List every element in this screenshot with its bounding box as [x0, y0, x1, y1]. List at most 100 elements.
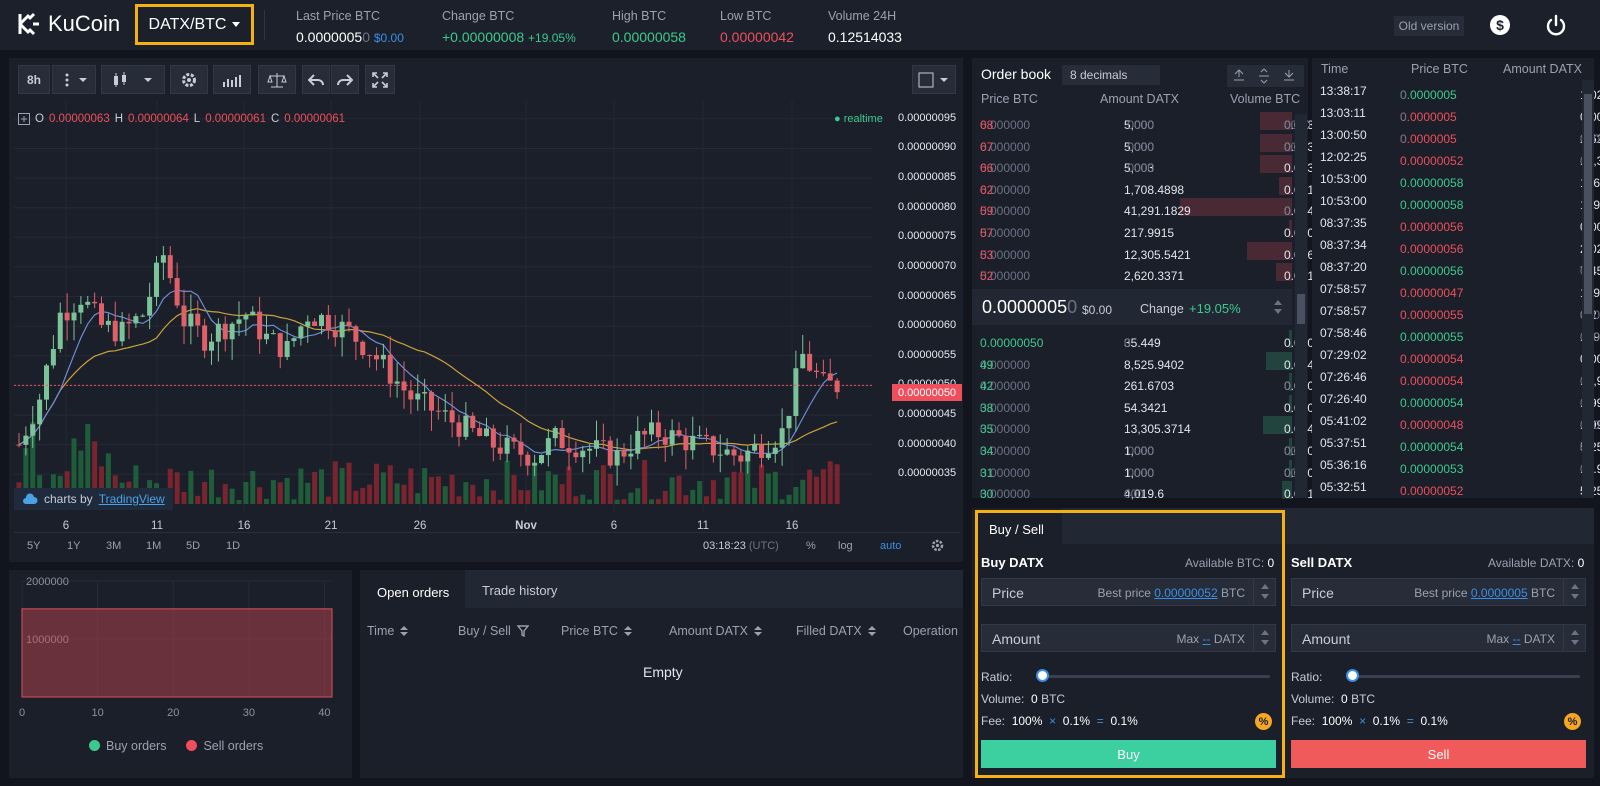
bids-only-icon[interactable] — [1277, 65, 1302, 87]
tradingview-link[interactable]: TradingView — [98, 492, 165, 506]
range-1d[interactable]: 1D — [226, 540, 241, 552]
plus-box-icon[interactable] — [18, 113, 30, 125]
indicators-button[interactable] — [213, 65, 251, 94]
depth-bar — [1247, 241, 1292, 260]
volume-bar — [99, 466, 104, 504]
buy-max-link[interactable]: -- — [1202, 632, 1211, 646]
candle-body — [401, 381, 407, 391]
orderbook-scrollbar[interactable] — [1295, 114, 1307, 498]
col-amount[interactable]: Amount DATX — [669, 624, 762, 638]
settings-button[interactable] — [170, 65, 208, 94]
log-toggle[interactable]: log — [838, 540, 853, 552]
col-filled[interactable]: Filled DATX — [796, 624, 876, 638]
chart-type-button[interactable] — [101, 65, 165, 94]
stepper-icon[interactable] — [1563, 579, 1585, 605]
sell-ratio-knob[interactable] — [1346, 669, 1359, 682]
col-price[interactable]: Price BTC — [561, 624, 632, 638]
sell-price-field[interactable]: Price Best price 0.0000005 BTC — [1291, 578, 1586, 606]
candle-body — [229, 323, 235, 340]
buy-ratio-slider[interactable] — [1036, 675, 1270, 678]
fullscreen-button[interactable] — [365, 65, 395, 94]
range-1y[interactable]: 1Y — [67, 540, 81, 552]
sell-ratio-slider[interactable] — [1346, 675, 1580, 678]
buy-button[interactable]: Buy — [981, 740, 1276, 768]
sell-button[interactable]: Sell — [1291, 740, 1586, 768]
sell-best-price-link[interactable]: 0.0000005 — [1470, 586, 1528, 600]
x-tick-label: Nov — [515, 520, 537, 532]
trades-scrollbar[interactable] — [1582, 80, 1594, 498]
range-1m[interactable]: 1M — [146, 540, 162, 552]
ohlc-low: 0.00000061 — [205, 113, 266, 125]
col-buy-sell[interactable]: Buy / Sell — [458, 624, 529, 638]
trade-price-main: 0.00000048 — [1400, 418, 1464, 432]
dollar-icon[interactable]: $ — [1489, 14, 1511, 36]
buy-ratio-knob[interactable] — [1036, 669, 1049, 682]
decimals-select[interactable]: 8 decimals — [1062, 65, 1160, 85]
candle-body — [820, 372, 826, 374]
sort-icon — [400, 626, 409, 636]
sell-max-link[interactable]: -- — [1512, 632, 1521, 646]
buy-price-field[interactable]: Price Best price 0.00000052 BTC — [981, 578, 1276, 606]
col-time[interactable]: Time — [367, 624, 409, 638]
candle-body — [222, 323, 228, 340]
sell-amount-field[interactable]: Amount Max -- DATX — [1291, 624, 1586, 652]
pair-selector[interactable]: DATX/BTC — [135, 4, 254, 45]
layout-button[interactable] — [912, 65, 956, 94]
depth-y-tick: 1000000 — [26, 634, 69, 646]
stepper-icon[interactable] — [1253, 579, 1275, 605]
kucoin-logo[interactable]: KuCoin — [16, 11, 120, 37]
power-icon[interactable] — [1545, 14, 1567, 36]
compare-button[interactable] — [258, 65, 296, 94]
interval-menu-button[interactable] — [52, 65, 96, 94]
col-operation: Operation — [903, 624, 958, 638]
percent-toggle[interactable]: % — [806, 540, 816, 552]
volume-bar — [250, 471, 256, 504]
stepper-icon[interactable] — [1253, 625, 1275, 651]
tradingview-badge[interactable]: charts by TradingView — [14, 488, 173, 510]
stepper-icon[interactable] — [1563, 625, 1585, 651]
interval-button[interactable]: 8h — [18, 65, 50, 94]
undo-button[interactable] — [302, 65, 330, 94]
both-sides-icon[interactable] — [1252, 65, 1277, 87]
gear-icon[interactable] — [930, 538, 945, 553]
tab-open-orders[interactable]: Open orders — [360, 570, 465, 608]
range-5d[interactable]: 5D — [186, 540, 201, 552]
auto-toggle[interactable]: auto — [880, 540, 902, 552]
volume-bar — [85, 424, 91, 504]
buy-best-price-link[interactable]: 0.00000052 — [1154, 586, 1218, 600]
fee-discount-icon[interactable]: % — [1564, 713, 1581, 730]
tab-trade-history[interactable]: Trade history — [482, 583, 558, 598]
old-version-button[interactable]: Old version — [1394, 16, 1464, 36]
amount-main: 54.3421 — [1124, 400, 1168, 415]
redo-button[interactable] — [331, 65, 359, 94]
price-dim: 0.000000 — [980, 118, 1031, 132]
fee-discount-icon[interactable]: % — [1255, 713, 1272, 730]
volume-bar — [23, 448, 29, 504]
y-tick-label: 0.00000060 — [898, 319, 957, 332]
tab-buy-sell[interactable]: Buy / Sell — [989, 522, 1044, 537]
sell-available: Available DATX: 0 — [1488, 556, 1585, 570]
range-5y[interactable]: 5Y — [27, 540, 41, 552]
buy-amount-field[interactable]: Amount Max -- DATX — [981, 624, 1276, 652]
range-3m[interactable]: 3M — [106, 540, 122, 552]
asks-only-icon[interactable] — [1227, 65, 1252, 87]
price-chart[interactable] — [14, 100, 892, 512]
candle-body — [731, 449, 737, 456]
